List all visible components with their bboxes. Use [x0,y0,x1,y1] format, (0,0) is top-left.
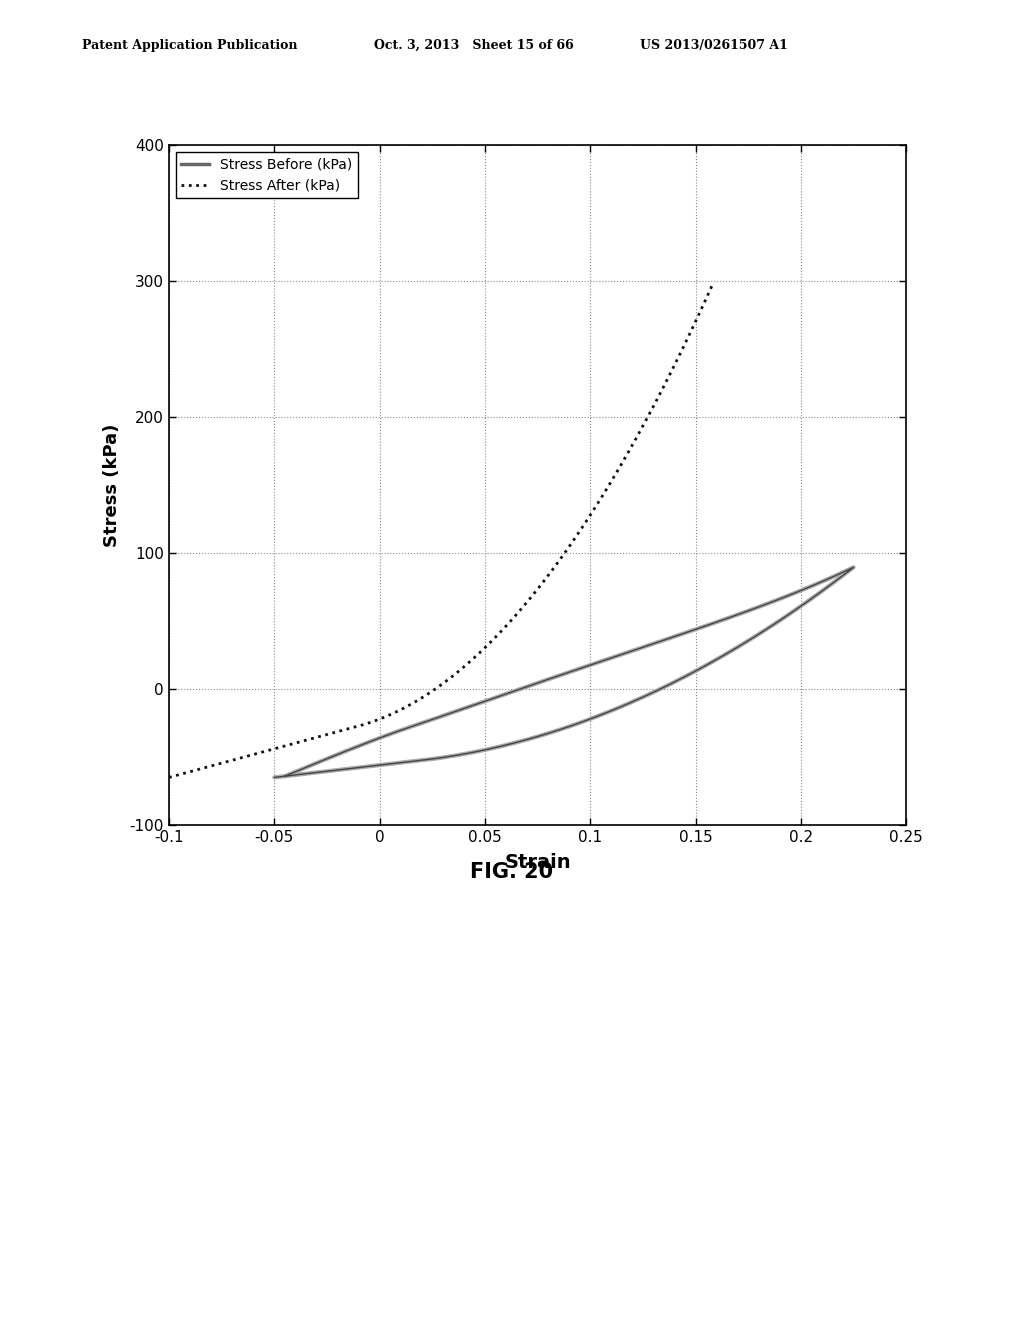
Text: Patent Application Publication: Patent Application Publication [82,38,297,51]
Text: US 2013/0261507 A1: US 2013/0261507 A1 [640,38,787,51]
Legend: Stress Before (kPa), Stress After (kPa): Stress Before (kPa), Stress After (kPa) [176,152,358,198]
X-axis label: Strain: Strain [504,853,571,873]
Y-axis label: Stress (kPa): Stress (kPa) [103,424,122,546]
Text: Oct. 3, 2013   Sheet 15 of 66: Oct. 3, 2013 Sheet 15 of 66 [374,38,573,51]
Text: FIG. 20: FIG. 20 [470,862,554,882]
